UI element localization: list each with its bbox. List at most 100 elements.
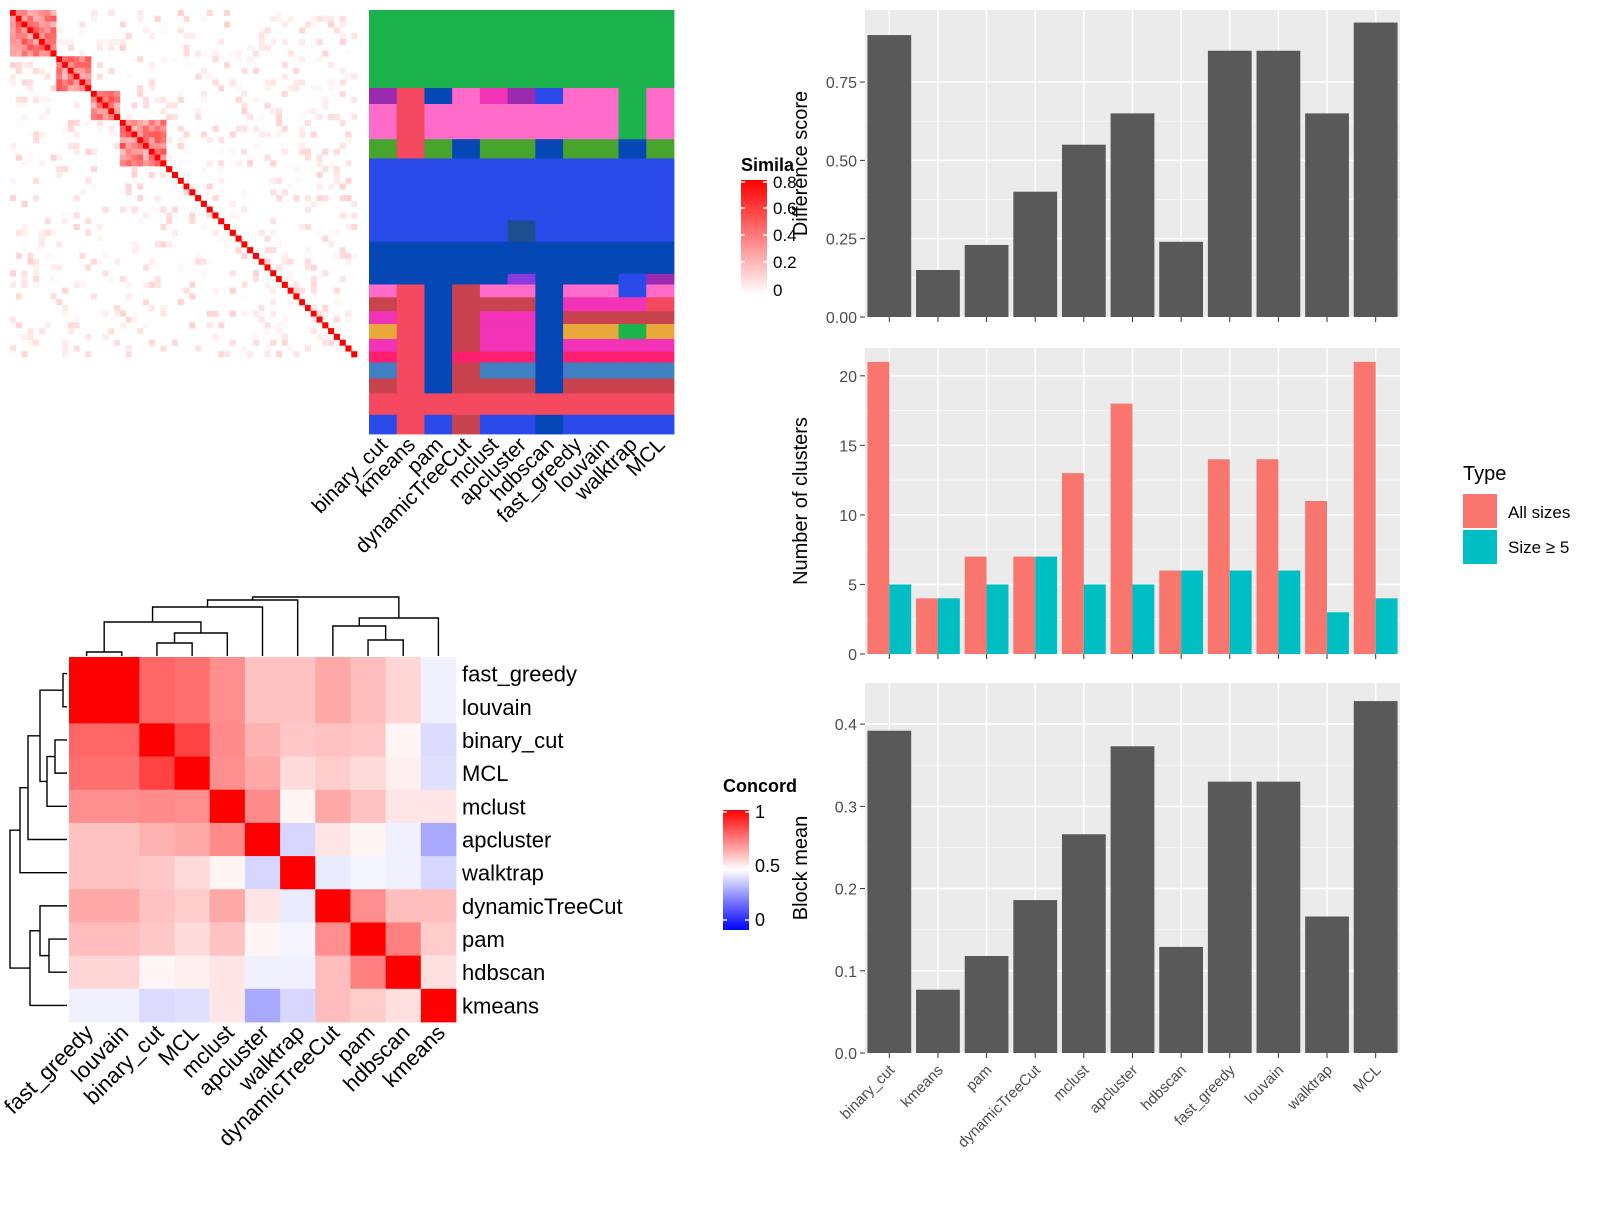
similarity-cell: [114, 90, 121, 98]
cluster-label-cell: [507, 297, 536, 312]
similarity-cell: [212, 79, 219, 86]
similarity-cell: [73, 56, 80, 63]
concordance-cell: [420, 690, 457, 724]
similarity-cell: [322, 15, 329, 22]
cluster-label-cell: [646, 393, 675, 416]
cluster-label-cell: [646, 362, 675, 379]
similarity-cell: [252, 276, 259, 283]
y-tick-label: 0.50: [826, 153, 857, 170]
similarity-cell: [143, 322, 150, 329]
similarity-cell: [137, 125, 144, 132]
similarity-cell: [114, 27, 121, 34]
concordance-cell: [174, 789, 211, 824]
concordance-cell: [315, 756, 351, 791]
cluster-label-cell: [369, 273, 398, 285]
similarity-cell: [154, 148, 161, 155]
similarity-cell: [304, 304, 312, 312]
similarity-cell: [85, 67, 92, 74]
similarity-cell: [235, 212, 242, 219]
concordance-cell: [420, 889, 457, 923]
cluster-label-cell: [479, 284, 509, 298]
cluster-label-cell: [452, 323, 481, 340]
similarity-cell: [15, 10, 22, 17]
similarity-cell: [114, 38, 121, 45]
concordance-cell: [385, 856, 422, 890]
x-tick-label: apcluster: [1086, 1062, 1141, 1117]
similarity-cell: [90, 15, 98, 22]
similarity-cell: [50, 44, 57, 51]
similarity-cell: [27, 258, 34, 265]
similarity-cell: [79, 73, 86, 80]
cluster-label-cell: [590, 77, 619, 89]
concordance-cell: [280, 723, 316, 757]
similarity-cell: [102, 102, 109, 109]
similarity-cell: [333, 171, 340, 179]
similarity-cell: [125, 33, 132, 40]
concordance-legend-tick: 0.5: [755, 856, 780, 876]
similarity-cell: [293, 67, 300, 74]
cluster-label-cell: [646, 10, 675, 78]
similarity-cell: [131, 119, 138, 126]
similarity-cell: [229, 229, 236, 236]
cluster-label-cell: [563, 414, 592, 435]
similarity-cell: [287, 258, 294, 265]
bar: [1256, 50, 1301, 318]
cluster-label-cell: [535, 338, 564, 353]
similarity-cell: [241, 293, 248, 300]
similarity-cell: [85, 177, 92, 184]
y-axis-label: Number of clusters: [790, 417, 812, 585]
concordance-cell: [315, 789, 351, 824]
similarity-cell: [316, 229, 323, 236]
similarity-cell: [38, 27, 45, 34]
similarity-cell: [102, 310, 109, 317]
similarity-cell: [183, 33, 190, 40]
similarity-cell: [160, 171, 167, 179]
similarity-cell: [333, 114, 340, 121]
concordance-cell: [139, 723, 175, 757]
similarity-cell: [252, 50, 259, 57]
similarity-cell: [119, 148, 126, 155]
similarity-cell: [183, 62, 190, 69]
similarity-cell: [44, 21, 51, 28]
similarity-cell: [119, 119, 126, 126]
similarity-legend-tick: 0.2: [773, 253, 797, 272]
similarity-cell: [351, 212, 358, 219]
similarity-cell: [44, 96, 51, 103]
cluster-label-cell: [369, 241, 398, 275]
similarity-cell: [85, 229, 92, 236]
cluster-label-cell: [396, 77, 425, 89]
similarity-cell: [50, 62, 57, 69]
concordance-legend-tick: 0: [755, 910, 765, 930]
similarity-cell: [316, 56, 323, 63]
similarity-cell: [287, 276, 294, 283]
similarity-cell: [212, 56, 219, 63]
similarity-cell: [21, 50, 28, 57]
similarity-cell: [351, 200, 358, 207]
similarity-cell: [235, 50, 242, 57]
similarity-cell: [21, 160, 28, 167]
similarity-cell: [345, 50, 352, 57]
similarity-cell: [281, 125, 288, 132]
bar: [1110, 746, 1155, 1053]
similarity-cell: [50, 293, 57, 300]
similarity-cell: [143, 137, 150, 144]
similarity-cell: [241, 67, 248, 74]
cluster-label-cell: [479, 414, 509, 435]
similarity-cell: [108, 276, 115, 283]
concordance-cell: [244, 756, 281, 791]
similarity-cell: [125, 131, 132, 138]
similarity-cell: [154, 131, 161, 138]
bar: [1061, 834, 1106, 1053]
similarity-cell: [21, 33, 28, 40]
similarity-cell: [160, 345, 167, 352]
similarity-cell: [183, 189, 190, 196]
concordance-row-label: louvain: [462, 695, 532, 720]
similarity-cell: [241, 281, 248, 288]
similarity-cell: [119, 125, 126, 132]
concordance-cell: [385, 690, 422, 724]
similarity-cell: [206, 137, 213, 144]
similarity-cell: [85, 56, 92, 63]
similarity-cell: [206, 212, 213, 219]
similarity-cell: [166, 137, 173, 144]
concordance-cell: [350, 822, 387, 857]
